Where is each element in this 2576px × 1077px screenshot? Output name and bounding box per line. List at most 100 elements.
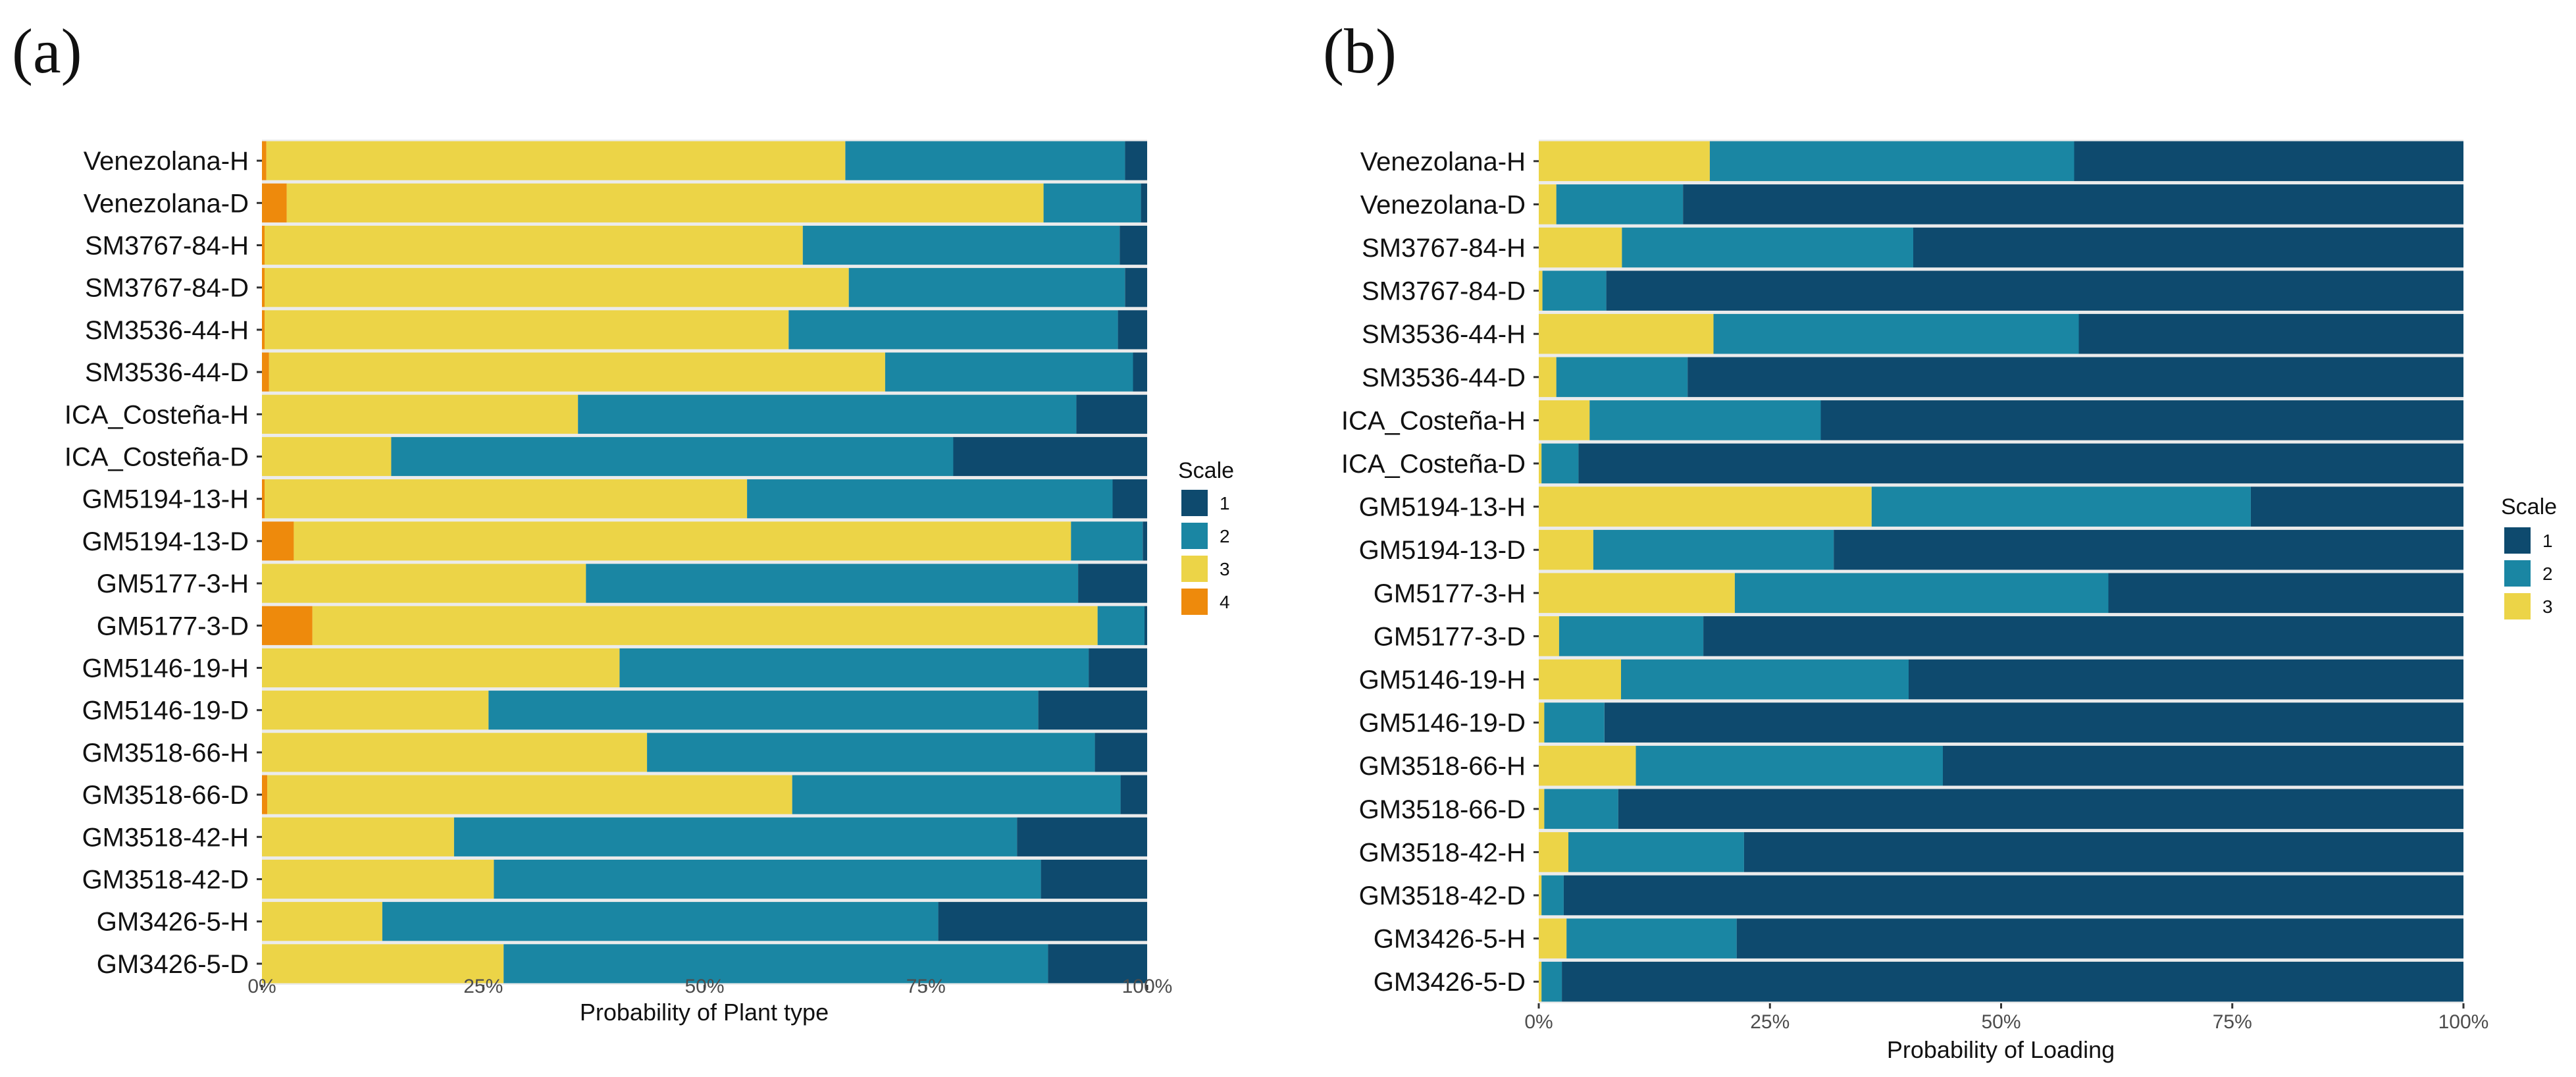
bar-segment-scale-3 — [262, 817, 454, 856]
category-label: SM3767-84-H — [85, 232, 249, 261]
bar-segment-scale-4 — [262, 352, 269, 392]
bar-segment-scale-2 — [382, 902, 939, 941]
bar-segment-scale-2 — [1071, 521, 1143, 561]
bar-segment-scale-3 — [1539, 313, 1714, 354]
legend-entry-label: 2 — [2542, 564, 2553, 584]
x-tick-label: 100% — [2438, 1011, 2489, 1033]
bar-segment-scale-1 — [1041, 859, 1147, 899]
bar-segment-scale-3 — [1539, 443, 1542, 484]
x-tick-label: 25% — [1750, 1011, 1790, 1033]
bar-segment-scale-4 — [262, 225, 265, 265]
category-label: GM3518-66-D — [1359, 795, 1526, 824]
category-label: GM5194-13-D — [1359, 536, 1526, 565]
bar-segment-scale-1 — [1909, 659, 2463, 700]
bar-segment-scale-3 — [1539, 141, 1710, 182]
bar-segment-scale-1 — [1943, 745, 2463, 786]
bar-segment-scale-2 — [619, 648, 1089, 688]
category-label: GM3426-5-D — [1374, 968, 1526, 997]
bar-segment-scale-3 — [265, 225, 803, 265]
bar-segment-scale-1 — [1076, 394, 1147, 434]
bar-segment-scale-1 — [1703, 616, 2463, 656]
bar-segment-scale-1 — [1141, 183, 1147, 223]
x-tick-label: 0% — [1524, 1011, 1553, 1033]
plot-background — [262, 140, 1147, 985]
category-label: GM3518-42-D — [82, 866, 249, 895]
bar-segment-scale-2 — [1566, 918, 1737, 959]
bar-segment-scale-4 — [262, 183, 287, 223]
bar-segment-scale-1 — [1683, 184, 2463, 224]
bar-segment-scale-3 — [1539, 357, 1557, 398]
category-label: GM3518-66-H — [1359, 752, 1526, 781]
bar-segment-scale-1 — [1736, 918, 2463, 959]
bar-segment-scale-3 — [262, 944, 504, 984]
bar-segment-scale-3 — [262, 859, 494, 899]
bar-segment-scale-1 — [1118, 310, 1147, 350]
bar-segment-scale-2 — [1636, 745, 1943, 786]
category-label: GM5146-19-H — [82, 654, 249, 683]
bar-segment-scale-3 — [294, 521, 1071, 561]
bar-segment-scale-3 — [262, 564, 586, 603]
bar-segment-scale-3 — [262, 394, 579, 434]
bar-segment-scale-1 — [1120, 225, 1147, 265]
bar-segment-scale-2 — [1043, 183, 1141, 223]
category-label: Venezolana-D — [84, 189, 249, 218]
bar-segment-scale-4 — [262, 141, 267, 180]
bar-segment-scale-2 — [488, 691, 1039, 730]
bar-segment-scale-2 — [503, 944, 1048, 984]
bar-segment-scale-1 — [1143, 521, 1147, 561]
bar-segment-scale-3 — [1539, 573, 1735, 614]
bar-segment-scale-1 — [1145, 606, 1147, 645]
bar-segment-scale-3 — [265, 310, 789, 350]
legend-swatch-4 — [1181, 589, 1208, 615]
bar-segment-scale-1 — [938, 902, 1147, 941]
legend-swatch-1 — [1181, 490, 1208, 516]
category-label: SM3767-84-D — [85, 274, 249, 303]
category-label: GM5177-3-H — [97, 569, 249, 598]
bar-segment-scale-1 — [1125, 268, 1147, 307]
bar-segment-scale-2 — [788, 310, 1118, 350]
category-label: Venezolana-H — [84, 147, 249, 176]
bar-segment-scale-2 — [1541, 875, 1564, 916]
chart-panel-loading: (b) Venezolana-H Venezolana-D SM3767-84-H S… — [1323, 16, 2557, 1063]
bar-segment-scale-1 — [1913, 227, 2463, 268]
bar-segment-scale-2 — [885, 352, 1133, 392]
bar-segment-scale-2 — [1622, 227, 1913, 268]
bar-segment-scale-3 — [262, 691, 489, 730]
category-label: GM5177-3-D — [1374, 622, 1526, 651]
bar-segment-scale-2 — [1544, 702, 1605, 743]
bar-segment-scale-3 — [1539, 702, 1545, 743]
legend-swatch-3 — [1181, 556, 1208, 582]
category-label: Venezolana-D — [1360, 190, 1526, 219]
bar-segment-scale-2 — [1556, 184, 1684, 224]
bar-segment-scale-3 — [1539, 961, 1542, 1002]
bar-segment-scale-4 — [262, 479, 265, 519]
bar-segment-scale-3 — [1539, 745, 1636, 786]
bar-segment-scale-2 — [1541, 961, 1562, 1002]
category-label: GM3518-42-D — [1359, 881, 1526, 910]
category-label: ICA_Costeña-D — [1341, 450, 1526, 479]
bar-segment-scale-1 — [1120, 775, 1147, 814]
bar-segment-scale-1 — [2078, 313, 2463, 354]
bar-segment-scale-2 — [647, 733, 1095, 772]
bar-segment-scale-3 — [265, 268, 849, 307]
x-axis-ticks: 0% 25% 50% 75% 100% — [1524, 1003, 2488, 1033]
bar-segment-scale-3 — [312, 606, 1098, 645]
legend-entry-label: 1 — [1220, 493, 1230, 513]
category-label: GM3426-5-H — [1374, 925, 1526, 954]
x-tick-label: 25% — [463, 976, 503, 997]
bar-segment-scale-1 — [1125, 141, 1147, 180]
bar-segment-scale-2 — [1713, 313, 2079, 354]
bar-segment-scale-4 — [262, 310, 265, 350]
bar-segment-scale-3 — [269, 352, 885, 392]
bar-segment-scale-2 — [578, 394, 1077, 434]
bar-segment-scale-2 — [1568, 832, 1744, 872]
category-label: GM3518-66-H — [82, 739, 249, 768]
category-label: SM3536-44-D — [1362, 363, 1526, 392]
bar-segment-scale-2 — [802, 225, 1120, 265]
category-label: GM3518-42-H — [82, 823, 249, 852]
x-tick-label: 100% — [1122, 976, 1173, 997]
bar-segment-scale-4 — [262, 521, 294, 561]
category-label: SM3536-44-D — [85, 358, 249, 387]
bar-layer — [1539, 141, 2463, 1002]
bar-segment-scale-1 — [1133, 352, 1147, 392]
